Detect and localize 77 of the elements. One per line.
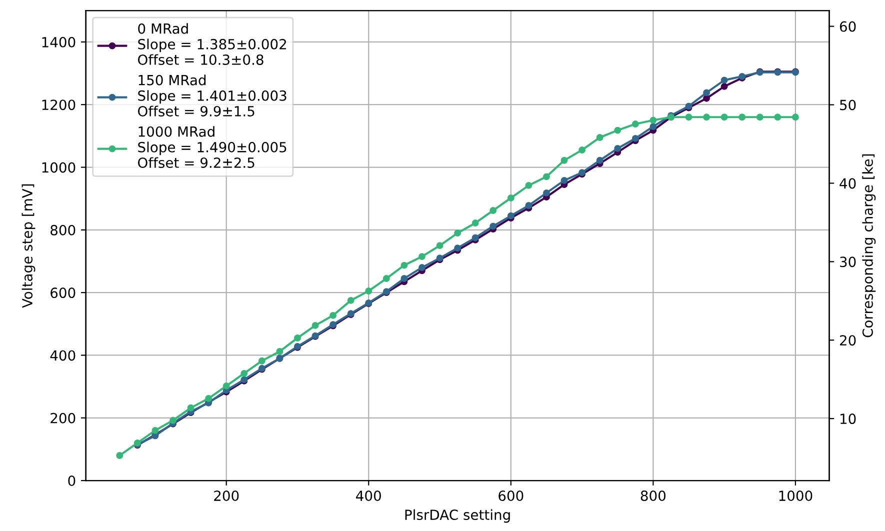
point bbox=[650, 116, 657, 124]
point bbox=[720, 82, 728, 90]
y-tick-label: 1400 bbox=[42, 36, 76, 48]
point bbox=[596, 134, 604, 141]
x-axis-title: PlsrDAC setting bbox=[405, 509, 510, 523]
point bbox=[685, 114, 692, 121]
y-tick-label: 200 bbox=[50, 412, 76, 424]
y-axis-title: Voltage step [mV] bbox=[22, 184, 36, 308]
point bbox=[222, 382, 230, 390]
y-tick-label: 1200 bbox=[42, 100, 76, 110]
legend-label: 150 MRad Slope = 1.401±0.003 Offset = 9.9±1.5 bbox=[138, 74, 286, 116]
legend-label: 1000 MRad Slope = 1.490±0.005 Offset = 9.2±2.5 bbox=[138, 126, 286, 168]
point bbox=[400, 262, 408, 269]
point bbox=[170, 416, 176, 424]
x-tick-label: 200 bbox=[214, 490, 239, 502]
point bbox=[400, 275, 408, 282]
point bbox=[507, 212, 514, 220]
point bbox=[614, 126, 622, 134]
y2-tick-label: 50 bbox=[840, 100, 856, 110]
point bbox=[436, 242, 444, 250]
y-tick-label: 600 bbox=[50, 288, 76, 298]
point bbox=[774, 114, 782, 121]
y-tick-label: 800 bbox=[50, 224, 76, 236]
point bbox=[240, 370, 248, 377]
x-tick-label: 1000 bbox=[779, 490, 812, 502]
point bbox=[116, 452, 124, 459]
point bbox=[507, 194, 514, 202]
point bbox=[187, 404, 194, 412]
point bbox=[490, 222, 497, 230]
y-tick-label: 400 bbox=[50, 350, 76, 361]
point bbox=[525, 182, 532, 189]
point bbox=[330, 312, 337, 319]
point bbox=[720, 114, 728, 121]
y2-tick-label: 40 bbox=[840, 178, 856, 189]
point bbox=[418, 253, 426, 260]
point bbox=[542, 173, 550, 180]
point bbox=[454, 230, 462, 237]
y2-axis-title: Corresponding charge [ke] bbox=[862, 154, 876, 338]
point bbox=[258, 357, 266, 364]
point bbox=[382, 275, 390, 282]
point bbox=[312, 322, 319, 329]
point bbox=[632, 120, 639, 128]
point bbox=[347, 296, 354, 304]
x-tick-label: 800 bbox=[640, 490, 666, 502]
point bbox=[365, 288, 372, 294]
x-tick-label: 400 bbox=[356, 490, 381, 502]
y2-tick-label: 10 bbox=[840, 414, 856, 424]
point bbox=[614, 144, 622, 152]
y2-tick-label: 30 bbox=[840, 256, 856, 268]
y2-tick-label: 60 bbox=[840, 21, 856, 32]
point bbox=[703, 94, 710, 102]
point bbox=[756, 114, 764, 121]
y-tick-label: 0 bbox=[68, 476, 76, 486]
point bbox=[578, 146, 586, 154]
point bbox=[152, 426, 159, 434]
point bbox=[720, 76, 728, 84]
point bbox=[792, 114, 799, 121]
point bbox=[542, 189, 550, 196]
point bbox=[738, 114, 746, 121]
point bbox=[276, 348, 284, 355]
point bbox=[525, 202, 532, 209]
legend-label: 0 MRad Slope = 1.385±0.002 Offset = 10.3±0.8 bbox=[138, 23, 286, 65]
point bbox=[490, 207, 497, 214]
y2-tick-label: 20 bbox=[840, 335, 856, 346]
point bbox=[560, 156, 568, 164]
point bbox=[632, 134, 639, 142]
point bbox=[205, 395, 212, 402]
point bbox=[418, 264, 426, 271]
point bbox=[703, 114, 710, 121]
point bbox=[703, 89, 710, 96]
y-tick-label: 1000 bbox=[42, 162, 76, 173]
point bbox=[294, 334, 301, 342]
x-tick-label: 600 bbox=[498, 490, 524, 502]
point bbox=[472, 220, 479, 227]
point bbox=[560, 176, 568, 184]
point bbox=[650, 123, 657, 130]
point bbox=[596, 156, 604, 164]
